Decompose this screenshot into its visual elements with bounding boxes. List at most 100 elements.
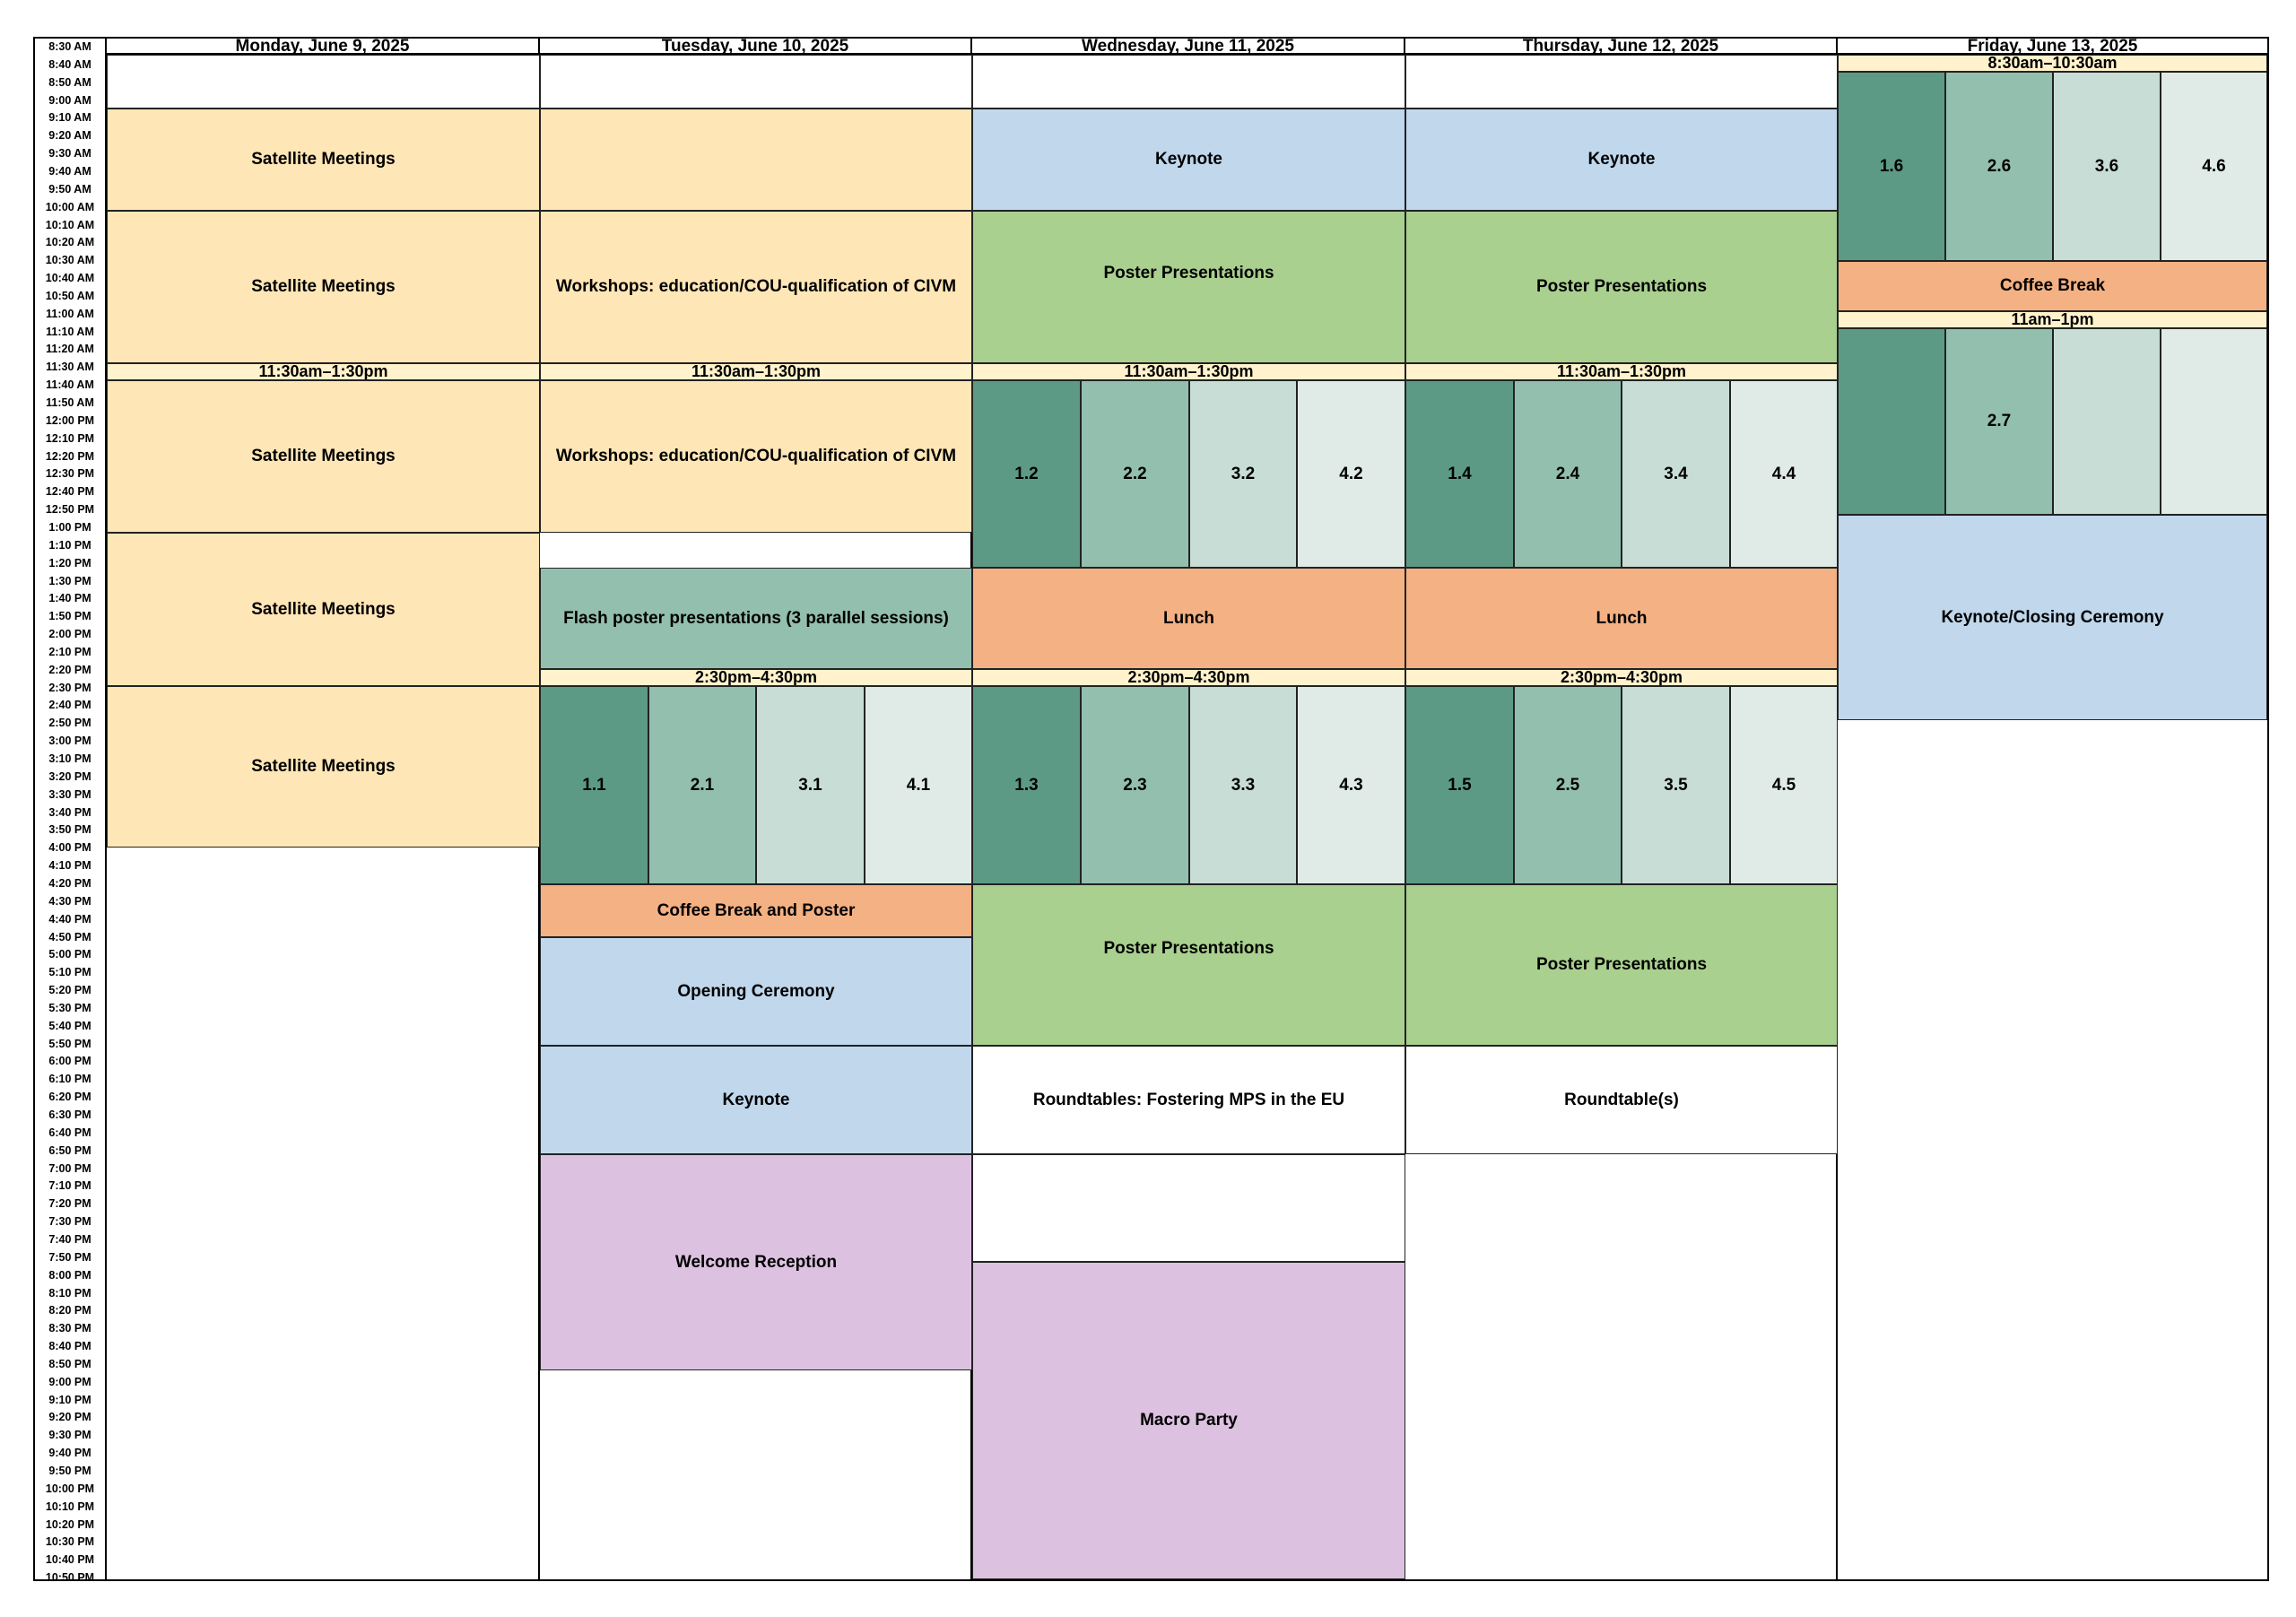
wednesday-time-band-pm: 2:30pm–4:30pm (972, 669, 1405, 686)
time-label: 7:50 PM (48, 1250, 91, 1264)
time-label: 10:50 PM (45, 1571, 95, 1585)
time-label: 8:30 AM (48, 40, 91, 53)
time-label: 4:30 PM (48, 894, 91, 908)
time-label: 7:10 PM (48, 1179, 91, 1193)
time-label: 5:20 PM (48, 984, 91, 997)
thursday-track-1-am: 1.4 (1405, 380, 1514, 568)
time-label: 1:40 PM (48, 592, 91, 605)
monday-satellite-meetings-2: Satellite Meetings (107, 211, 540, 363)
time-label: 10:00 PM (45, 1482, 95, 1495)
time-label: 7:20 PM (48, 1197, 91, 1211)
thursday-keynote: Keynote (1405, 109, 1838, 211)
time-label: 5:50 PM (48, 1037, 91, 1050)
friday-track-4-mid (2161, 328, 2267, 515)
time-label: 11:40 AM (46, 378, 94, 392)
time-label: 5:30 PM (48, 1001, 91, 1014)
wednesday-poster-presentations: Poster Presentations (972, 211, 1405, 363)
day-header-wednesday: Wednesday, June 11, 2025 (972, 39, 1405, 55)
monday-satellite-meetings-3: Satellite Meetings (107, 380, 540, 533)
wednesday-track-3-pm: 3.3 (1189, 686, 1297, 884)
time-label: 1:10 PM (48, 538, 91, 552)
time-label: 12:20 PM (45, 449, 95, 463)
time-label: 3:00 PM (48, 735, 91, 748)
tuesday-welcome-reception: Welcome Reception (540, 1154, 972, 1370)
friday-track-4-am: 4.6 (2161, 72, 2267, 261)
time-label: 10:30 PM (45, 1535, 95, 1549)
friday-track-3-mid (2053, 328, 2161, 515)
time-label: 10:30 AM (45, 254, 95, 267)
tuesday-track-4: 4.1 (865, 686, 972, 884)
time-label: 1:30 PM (48, 574, 91, 587)
day-header-friday: Friday, June 13, 2025 (1838, 39, 2267, 55)
time-label: 9:20 PM (48, 1411, 91, 1424)
time-label: 8:50 PM (48, 1357, 91, 1370)
empty-slot (972, 1154, 1405, 1262)
time-label: 10:50 AM (45, 289, 95, 302)
tuesday-time-band-pm: 2:30pm–4:30pm (540, 669, 972, 686)
time-label: 4:10 PM (48, 859, 91, 873)
tuesday-coffee-break-poster: Coffee Break and Poster (540, 884, 972, 937)
thursday-track-1-pm: 1.5 (1405, 686, 1514, 884)
time-label: 4:00 PM (48, 841, 91, 855)
wednesday-track-4-pm: 4.3 (1297, 686, 1405, 884)
time-label: 9:10 AM (48, 111, 91, 125)
time-label: 3:40 PM (48, 805, 91, 819)
time-label: 7:00 PM (48, 1161, 91, 1175)
time-label: 9:00 PM (48, 1375, 91, 1388)
time-label: 1:50 PM (48, 610, 91, 623)
time-label: 9:30 PM (48, 1429, 91, 1442)
time-label: 12:30 PM (45, 467, 95, 481)
time-label: 8:40 PM (48, 1340, 91, 1353)
empty-slot (972, 55, 1405, 109)
friday-time-band-mid: 11am–1pm (1838, 311, 2267, 328)
time-label: 8:40 AM (48, 57, 91, 71)
thursday-roundtables: Roundtable(s) (1405, 1046, 1838, 1154)
time-label: 2:30 PM (48, 681, 91, 694)
time-label: 11:50 AM (46, 396, 94, 409)
time-label: 3:10 PM (48, 752, 91, 765)
time-label: 7:40 PM (48, 1232, 91, 1246)
monday-time-band: 11:30am–1:30pm (107, 363, 540, 380)
time-label: 10:10 AM (45, 218, 95, 231)
day-header-tuesday: Tuesday, June 10, 2025 (540, 39, 972, 55)
day-header-monday: Monday, June 9, 2025 (107, 39, 540, 55)
wednesday-time-band: 11:30am–1:30pm (972, 363, 1405, 380)
time-label: 1:20 PM (48, 556, 91, 569)
wednesday-track-1-am: 1.2 (972, 380, 1081, 568)
thursday-track-4-pm: 4.5 (1730, 686, 1838, 884)
time-label: 11:30 AM (46, 361, 94, 374)
friday-coffee-break: Coffee Break (1838, 261, 2267, 311)
thursday-poster-presentations-pm: Poster Presentations (1405, 884, 1838, 1046)
tuesday-track-2: 2.1 (648, 686, 756, 884)
time-label: 9:50 AM (48, 182, 91, 196)
time-label: 4:40 PM (48, 912, 91, 926)
thursday-track-2-pm: 2.5 (1514, 686, 1622, 884)
wednesday-track-2-am: 2.2 (1081, 380, 1189, 568)
time-label: 2:50 PM (48, 717, 91, 730)
time-label: 4:20 PM (48, 876, 91, 890)
day-header-thursday: Thursday, June 12, 2025 (1405, 39, 1838, 55)
time-column: 8:30 AM 8:40 AM 8:50 AM 9:00 AM 9:10 AM 9:20 … (35, 39, 107, 1584)
time-label: 8:50 AM (48, 75, 91, 89)
schedule-grid: 8:30 AM 8:40 AM 8:50 AM 9:00 AM 9:10 AM 9:20 … (33, 37, 2269, 1584)
monday-satellite-meetings-1: Satellite Meetings (107, 109, 540, 211)
wednesday-macro-party: Macro Party (972, 1262, 1405, 1579)
friday-track-3-am: 3.6 (2053, 72, 2161, 261)
time-label: 11:10 AM (46, 325, 94, 338)
tuesday-track-1: 1.1 (540, 686, 648, 884)
time-label: 10:40 PM (45, 1553, 95, 1567)
wednesday-keynote: Keynote (972, 109, 1405, 211)
friday-track-2-am: 2.6 (1945, 72, 2053, 261)
time-label: 6:20 PM (48, 1091, 91, 1104)
time-label: 7:30 PM (48, 1215, 91, 1229)
time-label: 10:20 PM (45, 1517, 95, 1531)
tuesday-keynote: Keynote (540, 1046, 972, 1154)
time-label: 4:50 PM (48, 930, 91, 943)
time-label: 2:40 PM (48, 699, 91, 712)
wednesday-track-2-pm: 2.3 (1081, 686, 1189, 884)
time-label: 3:50 PM (48, 823, 91, 837)
time-label: 5:40 PM (48, 1019, 91, 1032)
friday-track-1-am: 1.6 (1838, 72, 1945, 261)
time-label: 3:20 PM (48, 769, 91, 783)
time-label: 2:20 PM (48, 663, 91, 676)
